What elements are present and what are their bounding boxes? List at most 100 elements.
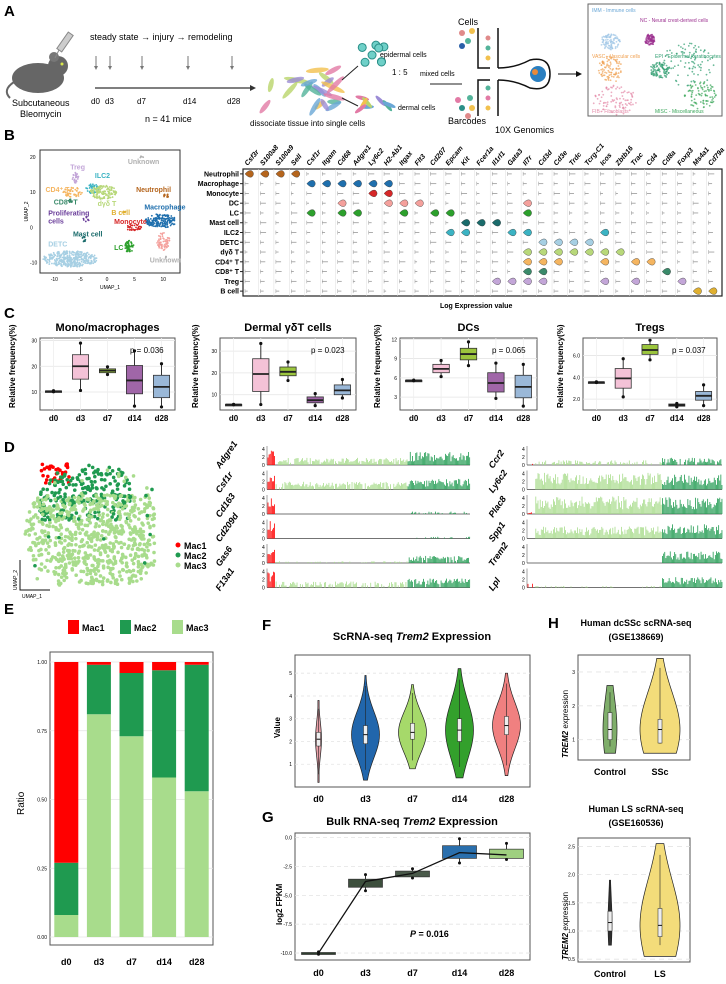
umap-point (683, 95, 686, 98)
gene-label: Plac8 (486, 494, 508, 519)
cell-point (55, 471, 60, 475)
cell-point (74, 522, 79, 527)
umap-point (56, 258, 58, 261)
umap-point (598, 102, 601, 105)
umap-point (61, 259, 63, 262)
umap-point (106, 197, 109, 200)
cell-point (98, 574, 103, 578)
cell-point (60, 571, 65, 576)
barcodes-label: Barcodes (448, 116, 487, 126)
umap-point (697, 89, 700, 92)
timepoint-arrowhead (94, 66, 98, 70)
umap-point (70, 252, 73, 255)
label-line: cells (48, 219, 64, 226)
legend-marker (175, 562, 181, 568)
umap-point (78, 256, 81, 259)
umap-point (690, 99, 693, 102)
umap-point (705, 73, 708, 76)
cell-point (41, 522, 45, 526)
cell-point (39, 562, 44, 566)
cell-point (37, 500, 42, 505)
data-point (521, 404, 525, 408)
cell-point (122, 500, 127, 505)
x-tick-label: d0 (229, 414, 239, 423)
cell-point (84, 581, 89, 585)
umap-point (76, 259, 79, 262)
cell-point (120, 527, 125, 532)
cell-point (57, 535, 61, 540)
umap-point (692, 80, 695, 82)
umap-point (62, 252, 64, 255)
cell-point (77, 580, 82, 584)
cell-point (89, 515, 94, 519)
cell-point (74, 543, 78, 547)
umap-point (709, 58, 712, 60)
cell-point (98, 538, 103, 542)
umap-point (606, 36, 609, 39)
expression-track: 0 2 4 Ly6c2 (486, 468, 723, 495)
umap-point (681, 51, 684, 53)
umap-point (102, 193, 105, 196)
umap-point (610, 75, 613, 78)
umap-point (163, 193, 166, 196)
cell-point (31, 558, 36, 562)
umap-point (620, 86, 623, 89)
umap-point (609, 64, 611, 67)
data-point (340, 396, 344, 400)
umap-point (156, 241, 158, 244)
umap-point (111, 186, 114, 189)
data-point (78, 388, 83, 393)
umap-point (693, 58, 696, 61)
expression-track: 0 2 4 Adgre1 (213, 439, 471, 471)
cell-point (57, 490, 61, 495)
gene-label: Csf1r (306, 148, 324, 167)
umap-point (649, 42, 652, 45)
umap-x-tick: -10 (51, 277, 58, 283)
track-y-tick: 2 (262, 480, 265, 486)
track-y-tick: 0 (522, 488, 525, 494)
umap-point (58, 262, 61, 265)
cell-point (141, 553, 146, 558)
umap-point (75, 253, 78, 256)
data-point (132, 404, 137, 408)
track-y-tick: 4 (522, 496, 525, 502)
cell-point (65, 465, 70, 470)
cell-point (70, 566, 75, 571)
cell-point (95, 537, 100, 542)
cell-point (119, 545, 124, 550)
umap-point (627, 102, 630, 105)
umap-point (124, 243, 127, 246)
umap-point (605, 105, 608, 108)
umap-point (604, 78, 607, 81)
cell-point (63, 538, 67, 543)
dermal-cell (382, 101, 396, 108)
umap-point (610, 57, 613, 60)
umap-point (694, 44, 697, 47)
umap-point (156, 217, 159, 220)
cell-point (83, 523, 88, 528)
umap-point (160, 217, 163, 220)
cell-point (152, 512, 157, 517)
umap-cluster-label: Monocyte (114, 219, 147, 226)
umap-y-label: UMAP_2 (13, 570, 19, 590)
umap-point (57, 257, 60, 260)
umap-point (656, 73, 659, 76)
cell-point (122, 479, 127, 484)
umap-point (706, 88, 709, 91)
umap-point (650, 71, 653, 73)
umap-point (652, 73, 655, 76)
umap-point (630, 103, 632, 106)
umap-point (93, 195, 96, 198)
expression-track: 0 2 4 Gas6 (213, 544, 470, 568)
track-y-tick: 0 (262, 586, 265, 592)
cell-point (48, 538, 53, 543)
umap-point (612, 68, 614, 70)
y-axis-label: Relative frequency(%) (8, 324, 17, 408)
umap-cluster-label: Mast cell (73, 231, 103, 238)
cell-point (58, 494, 63, 499)
epidermal-cell (376, 57, 386, 67)
umap-point (691, 91, 694, 94)
umap-point (708, 68, 710, 71)
umap-point (67, 189, 70, 191)
